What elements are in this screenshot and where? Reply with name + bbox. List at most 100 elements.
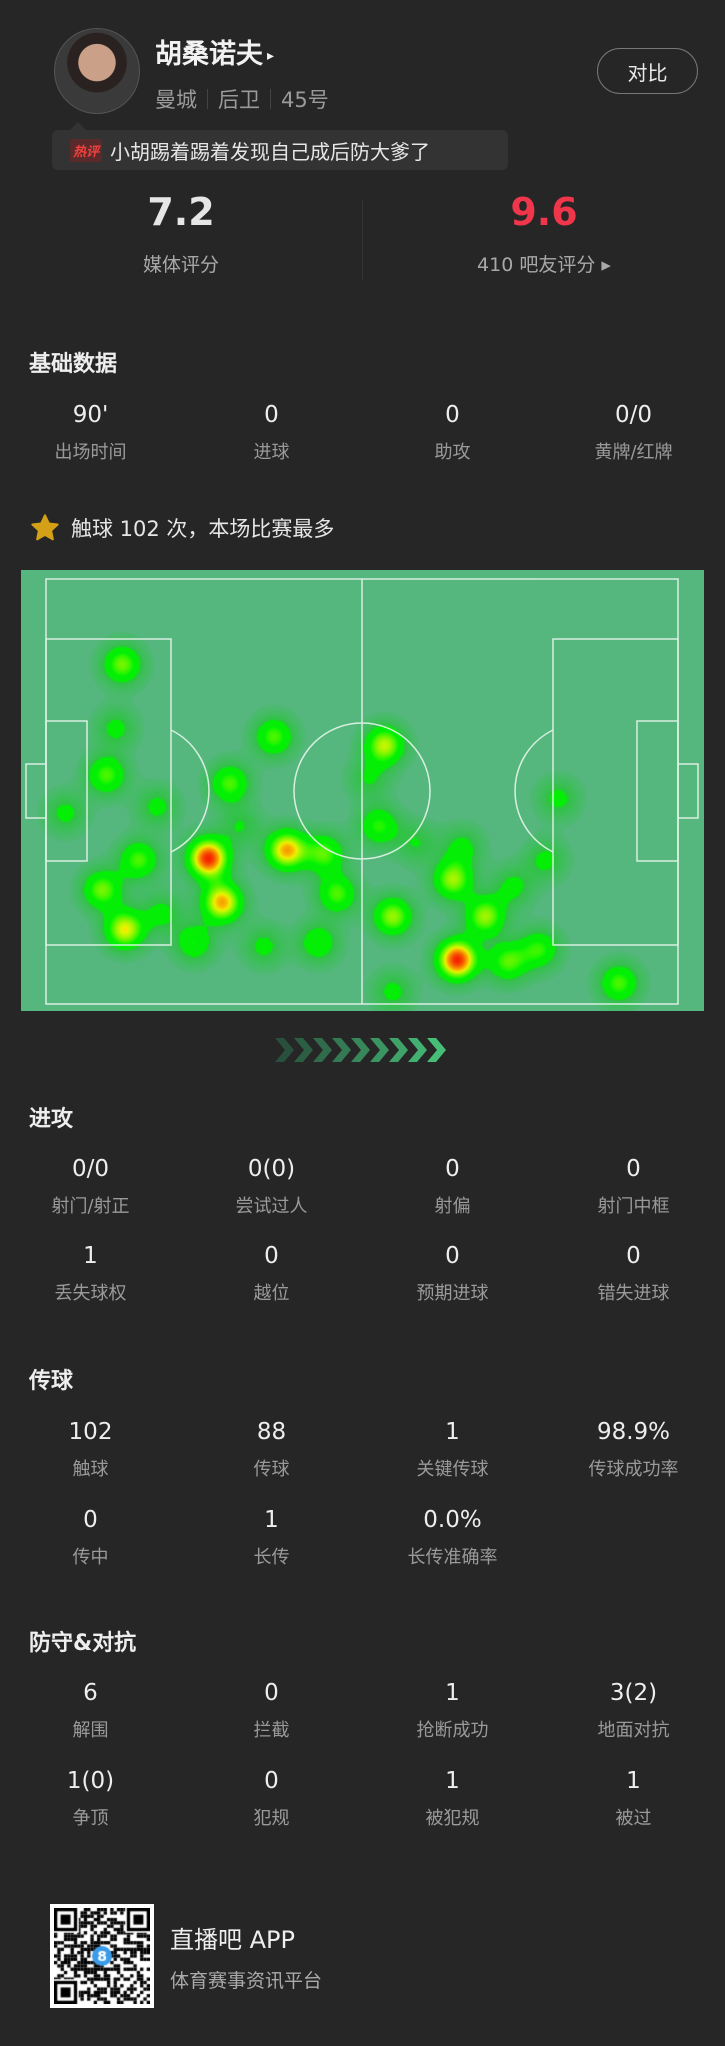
stat-value: 0 bbox=[445, 402, 460, 428]
section-title-defense: 防守&对抗 bbox=[29, 1631, 137, 1656]
stat-item: 98.9% 传球成功率 bbox=[543, 1419, 724, 1481]
stats-row: 0/0 射门/射正 0(0) 尝试过人 0 射偏 0 射门中框 bbox=[0, 1156, 725, 1218]
app-name: 直播吧 APP bbox=[170, 1926, 295, 1954]
stat-label: 越位 bbox=[253, 1283, 290, 1304]
divider bbox=[362, 200, 363, 280]
stat-item: 1 抢断成功 bbox=[362, 1680, 543, 1742]
stats-row: 102 触球 88 传球 1 关键传球 98.9% 传球成功率 bbox=[0, 1419, 725, 1481]
chevron-right-icon bbox=[389, 1038, 408, 1062]
stat-label: 出场时间 bbox=[54, 442, 127, 463]
stat-label: 尝试过人 bbox=[235, 1196, 308, 1217]
stat-item: 0 射门中框 bbox=[543, 1156, 724, 1218]
stat-item: 0 预期进球 bbox=[362, 1243, 543, 1305]
stat-label: 射门/射正 bbox=[51, 1196, 130, 1217]
stat-value: 6 bbox=[83, 1680, 98, 1706]
chevron-right-icon bbox=[332, 1038, 351, 1062]
stat-value: 0.0% bbox=[423, 1507, 482, 1533]
stat-label: 射偏 bbox=[434, 1196, 471, 1217]
player-avatar[interactable] bbox=[54, 28, 140, 114]
stat-label: 被过 bbox=[615, 1808, 652, 1829]
chevron-right-icon bbox=[408, 1038, 427, 1062]
stat-item: 1 长传 bbox=[181, 1507, 362, 1569]
stat-item: 0 拦截 bbox=[181, 1680, 362, 1742]
stat-value: 0 bbox=[445, 1156, 460, 1182]
stat-label: 传中 bbox=[72, 1547, 109, 1568]
stat-value: 0 bbox=[626, 1156, 641, 1182]
stat-label: 拦截 bbox=[253, 1720, 290, 1741]
stat-value: 1(0) bbox=[66, 1768, 115, 1794]
stat-value: 1 bbox=[445, 1419, 460, 1445]
stat-item: 6 解围 bbox=[0, 1680, 181, 1742]
shirt-number: 45号 bbox=[281, 88, 329, 112]
stat-label: 关键传球 bbox=[416, 1459, 489, 1480]
stat-label: 长传准确率 bbox=[407, 1547, 498, 1568]
stat-item: 1 被过 bbox=[543, 1768, 724, 1830]
stat-item: 1 被犯规 bbox=[362, 1768, 543, 1830]
stat-item: 88 传球 bbox=[181, 1419, 362, 1481]
stat-value: 90' bbox=[72, 402, 109, 428]
stats-row: 90' 出场时间 0 进球 0 助攻 0/0 黄牌/红牌 bbox=[0, 402, 725, 464]
stat-value: 0(0) bbox=[247, 1156, 296, 1182]
hot-comment[interactable]: 热评 小胡踢着踢着发现自己成后防大爹了 bbox=[52, 122, 508, 170]
stat-value: 1 bbox=[445, 1768, 460, 1794]
stat-label: 长传 bbox=[253, 1547, 290, 1568]
attack-direction-indicator bbox=[275, 1038, 446, 1062]
stat-item: 0 越位 bbox=[181, 1243, 362, 1305]
star-icon bbox=[31, 514, 59, 541]
chevron-right-icon bbox=[313, 1038, 332, 1062]
stat-value: 0/0 bbox=[71, 1156, 109, 1182]
chevron-right-icon bbox=[351, 1038, 370, 1062]
position: 后卫 bbox=[218, 88, 260, 112]
player-name[interactable]: 胡桑诺夫 ▸ bbox=[155, 39, 275, 70]
stat-value: 1 bbox=[83, 1243, 98, 1269]
section-title-basic: 基础数据 bbox=[29, 352, 118, 377]
stat-value: 0 bbox=[264, 1768, 279, 1794]
stat-label: 抢断成功 bbox=[416, 1720, 489, 1741]
stat-item: 0 进球 bbox=[181, 402, 362, 464]
stat-item: 0/0 射门/射正 bbox=[0, 1156, 181, 1218]
stat-value: 88 bbox=[256, 1419, 287, 1445]
stat-item: 0 射偏 bbox=[362, 1156, 543, 1218]
hot-comment-badge: 热评 bbox=[70, 138, 103, 162]
stat-item: 102 触球 bbox=[0, 1419, 181, 1481]
stats-row: 6 解围 0 拦截 1 抢断成功 3(2) 地面对抗 bbox=[0, 1680, 725, 1742]
heatmap bbox=[21, 570, 704, 1011]
stat-value: 102 bbox=[68, 1419, 113, 1445]
stat-item: 1(0) 争顶 bbox=[0, 1768, 181, 1830]
stats-row: 1(0) 争顶 0 犯规 1 被犯规 1 被过 bbox=[0, 1768, 725, 1830]
stat-label: 犯规 bbox=[253, 1808, 290, 1829]
stat-value: 0 bbox=[626, 1243, 641, 1269]
stat-item: 0 犯规 bbox=[181, 1768, 362, 1830]
chevron-right-icon bbox=[275, 1038, 294, 1062]
pitch-lines bbox=[25, 578, 699, 1005]
stat-item: 0 助攻 bbox=[362, 402, 543, 464]
divider bbox=[207, 89, 208, 109]
stat-item: 1 丢失球权 bbox=[0, 1243, 181, 1305]
chevron-right-icon bbox=[427, 1038, 446, 1062]
stat-label: 射门中框 bbox=[597, 1196, 670, 1217]
fan-rating[interactable]: 9.6 410 吧友评分 ▸ bbox=[363, 190, 725, 277]
compare-button[interactable]: 对比 bbox=[597, 48, 698, 94]
fan-rating-value: 9.6 bbox=[510, 190, 578, 234]
stat-label: 争顶 bbox=[72, 1808, 109, 1829]
stat-label: 黄牌/红牌 bbox=[594, 442, 673, 463]
section-title-passing: 传球 bbox=[29, 1369, 74, 1394]
stat-label: 解围 bbox=[72, 1720, 109, 1741]
chevron-right-icon bbox=[370, 1038, 389, 1062]
stats-row: 0 传中 1 长传 0.0% 长传准确率 bbox=[0, 1507, 725, 1569]
stat-value: 0 bbox=[264, 402, 279, 428]
section-title-attack: 进攻 bbox=[29, 1107, 74, 1132]
stat-label: 错失进球 bbox=[597, 1283, 670, 1304]
stat-value: 0/0 bbox=[614, 402, 652, 428]
stat-item: 0 传中 bbox=[0, 1507, 181, 1569]
stat-label: 助攻 bbox=[434, 442, 471, 463]
fan-rating-label: 410 吧友评分 ▸ bbox=[477, 254, 611, 276]
arrow-right-icon: ▸ bbox=[267, 47, 275, 64]
team: 曼城 bbox=[155, 88, 197, 112]
highlight: 触球 102 次，本场比赛最多 bbox=[29, 512, 334, 544]
stat-item: 0.0% 长传准确率 bbox=[362, 1507, 543, 1569]
stat-item: 3(2) 地面对抗 bbox=[543, 1680, 724, 1742]
stat-value: 0 bbox=[445, 1243, 460, 1269]
media-rating-value: 7.2 bbox=[147, 190, 215, 234]
chevron-right-icon bbox=[294, 1038, 313, 1062]
